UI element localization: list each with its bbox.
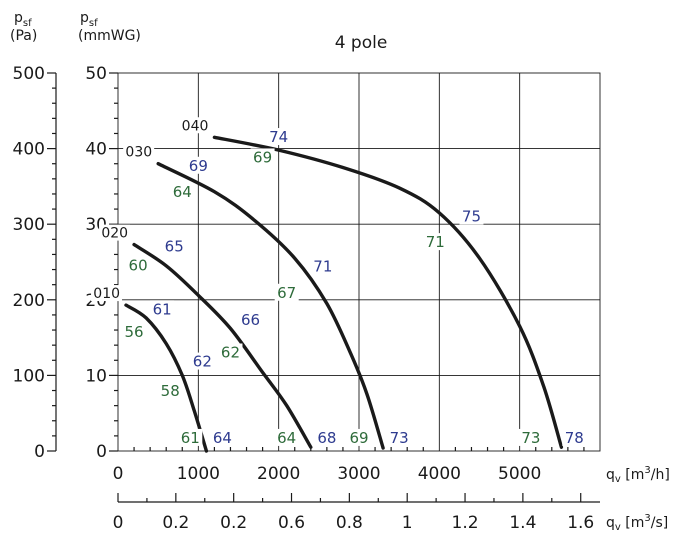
curve-label-010: 010 — [93, 286, 120, 302]
annotation-bg — [190, 352, 215, 370]
sound-level-label: 62 — [221, 344, 240, 362]
annotation-bg — [122, 323, 147, 341]
annotation-bg — [250, 148, 275, 166]
axes: 5004003002001000504030201000100020003000… — [13, 64, 600, 533]
sound-level-label: 78 — [565, 429, 584, 447]
sound-level-label: 61 — [181, 429, 200, 447]
curve-040 — [212, 135, 564, 449]
annotation-bg — [126, 256, 151, 274]
x-top-tick-label: 2000 — [257, 464, 300, 484]
annotation-bg — [170, 183, 195, 201]
y-left-symbol: psf — [14, 10, 32, 29]
x-bottom-tick-label: 1 — [402, 513, 413, 533]
x-bottom-tick-label: 0.8 — [336, 513, 363, 533]
sound-level-label: 67 — [277, 284, 296, 302]
curve-label-bg — [99, 224, 131, 241]
sound-level-label: 60 — [129, 257, 148, 275]
sound-level-label: 64 — [213, 429, 232, 447]
annotation-bg — [266, 128, 291, 146]
x-top-tick-label: 4000 — [418, 464, 461, 484]
sound-level-label: 65 — [165, 238, 184, 256]
y-left-tick-label: 100 — [13, 366, 45, 386]
annotation-bg — [347, 428, 371, 446]
y-inner-symbol: psf — [80, 10, 98, 29]
annotation-bg — [150, 300, 175, 318]
labels: 0100200300407469696465606156625866626771… — [91, 117, 587, 447]
annotation-bg — [274, 283, 299, 301]
sound-level-label: 61 — [153, 300, 172, 318]
y-inner-tick-label: 40 — [85, 140, 107, 160]
y-left-tick-label: 400 — [13, 140, 45, 160]
sound-level-label: 75 — [462, 207, 481, 225]
sound-level-label: 58 — [161, 382, 180, 400]
annotation-bg — [310, 257, 335, 275]
y-left-unit: (Pa) — [10, 28, 37, 44]
x-bottom-axis-label: qv [m3/s] — [606, 513, 668, 533]
x-top-tick-label: 5000 — [498, 464, 541, 484]
annotation-bg — [387, 428, 412, 446]
chart-title: 4 pole — [335, 33, 388, 53]
curve-label-bg — [179, 117, 211, 134]
sound-level-label: 73 — [390, 429, 409, 447]
y-inner-tick-label: 0 — [96, 442, 107, 462]
annotation-bg — [210, 428, 235, 446]
x-bottom-tick-label: 0.2 — [162, 513, 189, 533]
y-left-tick-label: 0 — [34, 442, 45, 462]
x-top-tick-label: 3000 — [337, 464, 380, 484]
x-top-tick-label: 1000 — [177, 464, 220, 484]
curve-030 — [156, 162, 385, 450]
sound-level-label: 68 — [317, 429, 336, 447]
y-inner-unit: (mmWG) — [78, 28, 141, 44]
sound-level-label: 69 — [253, 148, 272, 166]
sound-level-label: 73 — [521, 429, 540, 447]
sound-level-label: 64 — [173, 183, 192, 201]
curve-010 — [124, 303, 209, 453]
x-bottom-tick-label: 1.4 — [509, 513, 536, 533]
x-bottom-tick-label: 1.2 — [452, 513, 479, 533]
curve-label-030: 030 — [125, 145, 152, 161]
annotation-bg — [162, 237, 187, 255]
y-left-tick-label: 300 — [13, 215, 45, 235]
x-bottom-tick-label: 0.6 — [278, 513, 305, 533]
y-inner-tick-label: 10 — [85, 366, 107, 386]
x-bottom-tick-label: 1.6 — [567, 513, 594, 533]
sound-level-label: 64 — [277, 429, 296, 447]
annotation-bg — [562, 428, 587, 446]
curve-label-040: 040 — [182, 118, 209, 134]
sound-level-label: 69 — [189, 157, 208, 175]
sound-level-label: 69 — [349, 429, 368, 447]
annotation-bg — [423, 233, 448, 251]
curve-label-020: 020 — [101, 226, 128, 242]
curve-label-bg — [123, 143, 155, 160]
curve-label-bg — [91, 285, 123, 302]
annotation-bg — [218, 343, 243, 361]
annotation-bg — [186, 156, 211, 174]
grid — [117, 72, 601, 452]
curve-020 — [132, 242, 313, 449]
annotation-bg — [178, 428, 203, 446]
y-inner-tick-label: 50 — [85, 64, 107, 84]
sound-level-label: 66 — [241, 311, 260, 329]
sound-level-label: 74 — [269, 128, 288, 146]
x-bottom-tick-label: 0.2 — [220, 513, 247, 533]
x-top-tick-label: 0 — [113, 464, 124, 484]
y-left-tick-label: 200 — [13, 291, 45, 311]
x-bottom-tick-label: 0 — [113, 513, 124, 533]
sound-level-label: 71 — [426, 233, 445, 251]
x-top-axis-label: qv [m3/h] — [606, 465, 670, 485]
annotation-bg — [314, 428, 339, 446]
sound-level-label: 71 — [313, 257, 332, 275]
sound-level-label: 56 — [125, 323, 144, 341]
annotation-bg — [518, 428, 543, 446]
annotation-bg — [459, 207, 484, 225]
annotation-bg — [158, 382, 183, 400]
curves — [124, 135, 564, 453]
sound-level-label: 62 — [193, 353, 212, 371]
annotation-bg — [274, 428, 299, 446]
y-left-tick-label: 500 — [13, 64, 45, 84]
annotation-bg — [238, 310, 263, 328]
